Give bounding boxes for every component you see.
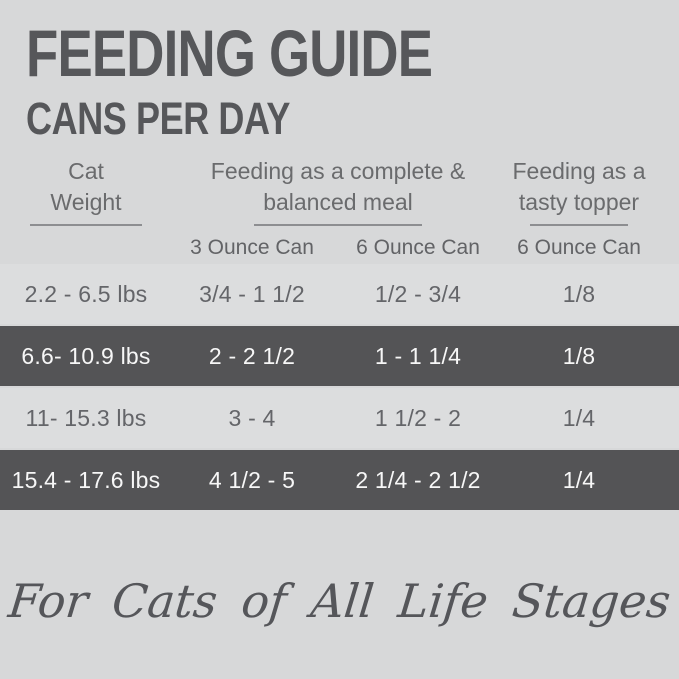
footer-tagline: For Cats of All Life Stages — [5, 574, 674, 628]
header-underline — [530, 224, 628, 226]
table-subheaders: 3 Ounce Can 6 Ounce Can 6 Ounce Can — [0, 236, 679, 260]
table-row: 6.6- 10.9 lbs 2 - 2 1/2 1 - 1 1/4 1/8 — [0, 326, 679, 386]
subheader-6oz-can-topper: 6 Ounce Can — [517, 236, 641, 259]
meal-6oz-cell: 1 1/2 - 2 — [374, 404, 462, 431]
weight-cell: 6.6- 10.9 lbs — [21, 342, 151, 369]
header-complete-meal: Feeding as a complete & balanced meal — [172, 156, 504, 226]
meal-3oz-cell: 3 - 4 — [228, 404, 276, 431]
subheader-empty — [0, 236, 172, 260]
table-body: 2.2 - 6.5 lbs 3/4 - 1 1/2 1/2 - 3/4 1/8 … — [0, 264, 679, 512]
meal-6oz-cell: 2 1/4 - 2 1/2 — [355, 466, 481, 493]
header-cat-weight-line2: Weight — [50, 189, 122, 215]
header-tasty-topper: Feeding as a tasty topper — [504, 156, 654, 226]
meal-6oz-cell: 1/2 - 3/4 — [374, 280, 462, 307]
subheader-3oz-can: 3 Ounce Can — [190, 236, 314, 259]
meal-3oz-cell: 4 1/2 - 5 — [208, 466, 296, 493]
header-cat-weight: Cat Weight — [0, 156, 172, 226]
topper-6oz-cell: 1/8 — [562, 280, 596, 307]
meal-3oz-cell: 2 - 2 1/2 — [208, 342, 296, 369]
table-row: 11- 15.3 lbs 3 - 4 1 1/2 - 2 1/4 — [0, 388, 679, 448]
page-title: FEEDING GUIDE — [26, 16, 433, 90]
header-underline — [254, 224, 422, 226]
header-tasty-topper-line1: Feeding as a — [512, 158, 646, 184]
topper-6oz-cell: 1/4 — [562, 466, 596, 493]
header-complete-meal-line1: Feeding as a complete & — [210, 158, 466, 184]
header-tasty-topper-line2: tasty topper — [518, 189, 640, 215]
topper-6oz-cell: 1/8 — [562, 342, 596, 369]
table-row: 2.2 - 6.5 lbs 3/4 - 1 1/2 1/2 - 3/4 1/8 — [0, 264, 679, 324]
header-complete-meal-line2: balanced meal — [263, 189, 413, 215]
subheader-6oz-can-meal: 6 Ounce Can — [356, 236, 480, 259]
meal-6oz-cell: 1 - 1 1/4 — [374, 342, 462, 369]
weight-cell: 2.2 - 6.5 lbs — [24, 280, 148, 307]
meal-3oz-cell: 3/4 - 1 1/2 — [199, 280, 305, 307]
weight-cell: 11- 15.3 lbs — [25, 404, 147, 431]
page-subtitle: CANS PER DAY — [26, 93, 290, 144]
header-underline — [30, 224, 142, 226]
weight-cell: 15.4 - 17.6 lbs — [11, 466, 161, 493]
header-cat-weight-line1: Cat — [68, 158, 104, 184]
topper-6oz-cell: 1/4 — [562, 404, 596, 431]
table-column-group-headers: Cat Weight Feeding as a complete & balan… — [0, 156, 679, 226]
title-block: FEEDING GUIDE CANS PER DAY — [26, 20, 534, 141]
table-row: 15.4 - 17.6 lbs 4 1/2 - 5 2 1/4 - 2 1/2 … — [0, 450, 679, 510]
